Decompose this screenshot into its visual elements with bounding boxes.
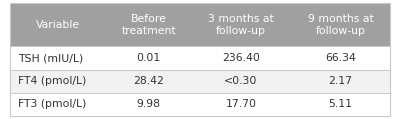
- Text: 2.17: 2.17: [328, 76, 353, 86]
- Bar: [10, 3, 390, 47]
- Text: 5.11: 5.11: [328, 99, 353, 109]
- Text: <0.30: <0.30: [224, 76, 258, 86]
- Text: 17.70: 17.70: [225, 99, 256, 109]
- Text: FT4 (pmol/L): FT4 (pmol/L): [18, 76, 86, 86]
- Text: TSH (mIU/L): TSH (mIU/L): [18, 53, 83, 63]
- Text: Before
treatment: Before treatment: [121, 14, 176, 36]
- Text: 28.42: 28.42: [133, 76, 164, 86]
- Text: 0.01: 0.01: [136, 53, 161, 63]
- Bar: [10, 70, 390, 93]
- Text: 9 months at
follow-up: 9 months at follow-up: [308, 14, 374, 36]
- Bar: [10, 93, 390, 116]
- Text: 9.98: 9.98: [137, 99, 161, 109]
- Text: 66.34: 66.34: [325, 53, 356, 63]
- Text: 3 months at
follow-up: 3 months at follow-up: [208, 14, 274, 36]
- Text: Variable: Variable: [36, 20, 80, 30]
- Bar: [10, 47, 390, 70]
- Text: 236.40: 236.40: [222, 53, 260, 63]
- Text: FT3 (pmol/L): FT3 (pmol/L): [18, 99, 86, 109]
